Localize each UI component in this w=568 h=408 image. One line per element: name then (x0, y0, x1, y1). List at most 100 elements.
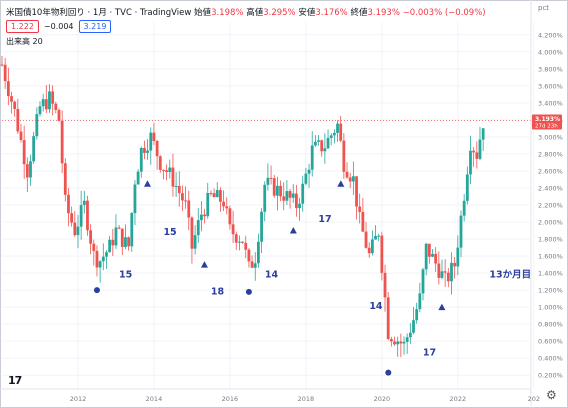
candle-body (51, 91, 55, 104)
triangle-marker (200, 261, 208, 268)
candle-body (111, 239, 115, 246)
candle-body (196, 220, 200, 236)
candle-body (54, 103, 58, 110)
candle-body (443, 271, 447, 273)
candle-body (165, 170, 169, 172)
candle-body (370, 239, 374, 254)
candle-body (294, 193, 298, 209)
candle-body (450, 262, 453, 282)
candle-body (348, 177, 352, 182)
volume-indicator[interactable]: 出来高 20 (6, 37, 43, 46)
candle-body (143, 147, 146, 153)
y-tick-label: 1.400% (538, 270, 563, 278)
candle-body (358, 206, 362, 212)
candle-body (139, 147, 143, 172)
candle-body (158, 156, 162, 170)
candle-body (212, 193, 216, 198)
candle-body (279, 185, 282, 197)
grid (2, 22, 535, 388)
buy-button[interactable]: 3.219 (78, 20, 112, 33)
candle-body (225, 206, 229, 209)
candle-body (73, 222, 77, 236)
y-tick-label: 4.200% (538, 31, 563, 39)
y-tick-label: 1.000% (538, 304, 563, 312)
candle-body (453, 262, 457, 267)
candle-body (393, 341, 396, 345)
settings-gear-icon[interactable]: ⚙ (546, 388, 557, 402)
candle-body (446, 272, 450, 282)
annotation-label: 15 (119, 269, 132, 280)
candle-body (206, 192, 210, 217)
low-value: 3.176% (315, 8, 348, 18)
candle-body (462, 200, 466, 216)
candle-body (101, 256, 105, 262)
candle-body (35, 114, 39, 137)
candle-body (133, 184, 137, 214)
candle-body (16, 109, 20, 132)
candle-body (57, 109, 61, 121)
symbol-header: 米国債10年物利回り · 1月 · TVC · TradingView 始値 3.… (6, 6, 486, 18)
annotation-label: 17 (318, 214, 331, 225)
circle-marker (245, 288, 252, 295)
candle-body (263, 184, 267, 212)
y-tick-label: 0.600% (538, 338, 563, 346)
candle-body (282, 196, 286, 201)
candle-body (174, 185, 178, 187)
y-tick-label: 2.000% (538, 219, 563, 227)
candle-body (200, 214, 203, 221)
candle-body (117, 227, 121, 229)
candle-body (260, 211, 263, 242)
candle-body (92, 243, 96, 251)
high-value: 3.295% (263, 8, 296, 18)
close-label: 終値 (350, 8, 368, 18)
candle-body (60, 120, 64, 164)
candle-body (250, 261, 254, 268)
candle-body (222, 201, 225, 207)
x-tick-label: 202 (528, 395, 540, 403)
candle-body (63, 163, 67, 195)
candle-body (364, 231, 368, 248)
candle-body (421, 269, 425, 294)
candle-body (146, 150, 150, 153)
candle-body (136, 171, 140, 185)
circle-marker (93, 287, 100, 294)
low-label: 安値 (298, 8, 316, 18)
y-tick-label: 2.600% (538, 167, 563, 175)
symbol-title[interactable]: 米国債10年物利回り · 1月 · TVC · TradingView (6, 8, 192, 18)
candle-body (465, 174, 469, 201)
candle-body (288, 191, 292, 198)
candle-body (275, 185, 279, 196)
candle-body (396, 341, 400, 345)
triangle-marker (289, 227, 297, 234)
y-tick-label: 1.800% (538, 236, 563, 244)
triangle-marker (337, 180, 345, 187)
y-tick-label: 2.400% (538, 184, 563, 192)
candle-body (301, 183, 305, 204)
close-value: 3.193% (367, 8, 400, 18)
candle-body (317, 140, 320, 142)
candle-body (399, 341, 403, 344)
candle-body (427, 243, 431, 257)
y-tick-label: 1.200% (538, 287, 563, 295)
candle-body (184, 200, 187, 202)
candle-body (38, 106, 42, 115)
candle-body (82, 200, 86, 206)
candle-body (402, 341, 406, 344)
open-label: 始値 (194, 8, 212, 18)
candle-body (127, 237, 131, 247)
candle-body (234, 234, 238, 243)
candle-body (336, 123, 339, 133)
candle-body (168, 167, 172, 172)
y-tick-label: 0.800% (538, 321, 563, 329)
candle-body (412, 320, 415, 333)
sell-button[interactable]: 1.222 (6, 20, 39, 33)
candle-body (162, 169, 165, 171)
y-tick-label: 0.400% (538, 355, 563, 363)
candle-body (177, 185, 181, 194)
candle-body (181, 193, 184, 201)
annotation-label: 15 (163, 227, 176, 238)
candle-body (355, 176, 358, 207)
candle-body (367, 247, 371, 254)
candle-body (105, 252, 108, 257)
